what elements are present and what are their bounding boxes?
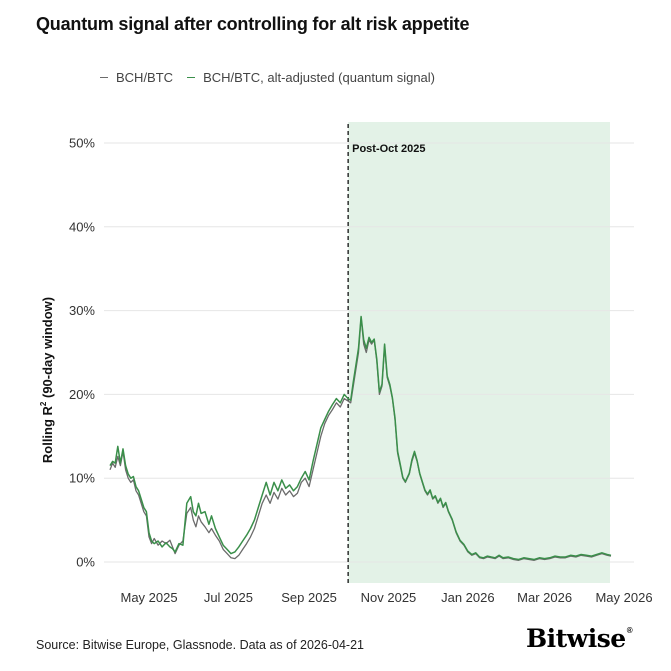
- legend-label: BCH/BTC, alt-adjusted (quantum signal): [203, 70, 435, 85]
- x-tick-label: May 2026: [595, 590, 652, 605]
- series-line-alt-adjusted: [109, 315, 612, 561]
- y-tick-label: 10%: [69, 471, 95, 486]
- y-tick-label: 40%: [69, 219, 95, 234]
- legend-item-alt-adjusted: BCH/BTC, alt-adjusted (quantum signal): [187, 70, 435, 85]
- post-oct-shaded-region: [348, 122, 610, 583]
- y-tick-label: 0%: [76, 555, 95, 570]
- post-oct-annotation: Post-Oct 2025: [352, 143, 425, 155]
- x-tick-label: Jan 2026: [441, 590, 495, 605]
- y-tick-label: 50%: [69, 136, 95, 151]
- legend-swatch-gray: [100, 76, 108, 79]
- y-tick-label: 20%: [69, 387, 95, 402]
- source-note: Source: Bitwise Europe, Glassnode. Data …: [36, 638, 364, 652]
- legend-swatch-green: [187, 76, 196, 79]
- x-tick-label: May 2025: [120, 590, 177, 605]
- legend-item-bch-btc: BCH/BTC: [100, 70, 173, 85]
- chart-legend: BCH/BTC BCH/BTC, alt-adjusted (quantum s…: [100, 70, 449, 85]
- y-tick-label: 30%: [69, 303, 95, 318]
- chart-title: Quantum signal after controlling for alt…: [36, 14, 470, 34]
- bitwise-logo: Bitwise®: [526, 624, 633, 653]
- brand-name: Bitwise: [526, 624, 626, 653]
- registered-mark: ®: [626, 626, 633, 635]
- x-tick-label: Nov 2025: [361, 590, 417, 605]
- legend-label: BCH/BTC: [116, 70, 174, 85]
- x-tick-label: Sep 2025: [281, 590, 337, 605]
- x-tick-label: Jul 2025: [204, 590, 253, 605]
- x-tick-label: Mar 2026: [517, 590, 572, 605]
